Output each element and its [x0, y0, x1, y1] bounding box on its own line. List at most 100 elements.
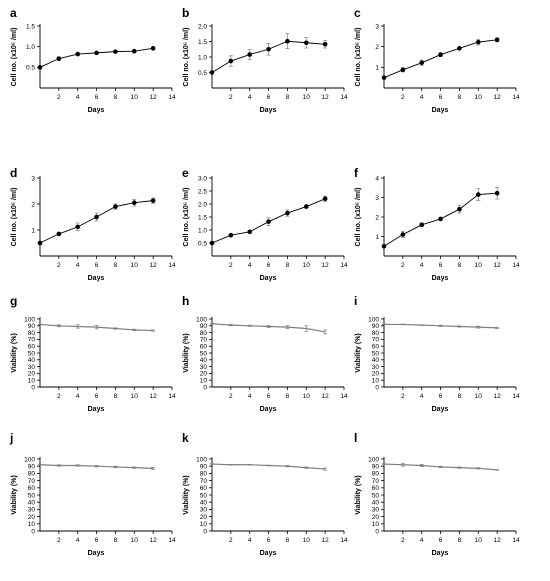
x-tick-label: 4 [76, 262, 80, 269]
data-point [322, 41, 328, 47]
y-tick-label: 0 [203, 528, 207, 535]
error-bar [304, 325, 309, 332]
panel-letter-i: i [354, 294, 357, 308]
y-tick-label: 70 [28, 337, 36, 344]
x-tick-label: 6 [267, 94, 271, 101]
error-bar [94, 465, 99, 468]
data-point [438, 216, 443, 222]
y-tick-label: 60 [372, 344, 380, 351]
y-tick-label: 80 [28, 471, 36, 478]
y-tick-label: 0.5 [198, 70, 207, 77]
error-bar [457, 466, 462, 469]
y-tick-label: 0 [31, 384, 35, 391]
error-bar [38, 323, 42, 326]
x-tick-label: 14 [340, 537, 348, 544]
y-tick-label: 100 [196, 316, 207, 323]
y-tick-label: 20 [28, 371, 36, 378]
x-tick-label: 10 [475, 262, 483, 269]
panel-letter-h: h [182, 294, 189, 308]
x-tick-label: 12 [494, 393, 502, 400]
y-tick-label: 50 [200, 350, 208, 357]
error-bar [438, 324, 443, 327]
y-tick-label: 2 [31, 201, 35, 208]
x-tick-label: 14 [512, 262, 520, 269]
y-axis-title: Cell no. (x10⁶ /ml) [183, 28, 190, 87]
data-point [457, 206, 462, 212]
x-tick-label: 12 [494, 94, 502, 101]
chart-panel-b: b 2 4 6 8 10 12 14 0.5 1.0 1.5 2.0 Days Cell no. (x10… [182, 6, 348, 114]
y-axis-title: Viability (%) [183, 475, 190, 515]
y-tick-label: 80 [200, 471, 208, 478]
data-point [438, 52, 443, 58]
x-tick-label: 14 [168, 537, 176, 544]
x-tick-label: 4 [248, 262, 252, 269]
y-tick-label: 60 [28, 344, 36, 351]
y-tick-label: 30 [200, 507, 208, 514]
data-point [37, 65, 43, 70]
data-point [56, 56, 62, 61]
x-tick-label: 4 [76, 537, 80, 544]
y-tick-label: 70 [28, 478, 36, 485]
error-bar [132, 466, 137, 469]
y-tick-label: 10 [200, 521, 208, 528]
y-tick-label: 10 [200, 378, 208, 385]
y-tick-label: 40 [28, 357, 36, 364]
data-point [400, 232, 406, 237]
data-point [113, 204, 118, 209]
x-tick-label: 10 [475, 537, 483, 544]
y-tick-label: 80 [372, 330, 380, 337]
error-bar [382, 323, 386, 326]
error-bar [113, 465, 118, 468]
x-tick-label: 2 [57, 393, 61, 400]
x-tick-label: 8 [286, 94, 290, 101]
error-bar [228, 324, 233, 327]
x-tick-label: 2 [229, 94, 233, 101]
chart-panel-l: l2 4 6 8 10 12 140102030405060708090100DaysVia… [354, 431, 520, 557]
data-point [494, 190, 500, 196]
x-tick-label: 2 [401, 537, 405, 544]
y-tick-label: 20 [200, 371, 208, 378]
error-bar [210, 463, 214, 465]
y-tick-label: 90 [28, 464, 36, 471]
y-tick-label: 40 [372, 500, 380, 507]
y-axis-title: Cell no. (x10⁶ /ml) [355, 188, 362, 247]
x-axis-title: Days [88, 550, 105, 557]
y-tick-label: 90 [372, 464, 380, 471]
panel-letter-g: g [10, 294, 17, 308]
data-point [400, 67, 406, 73]
x-tick-label: 12 [150, 393, 158, 400]
x-tick-label: 6 [267, 262, 271, 269]
y-tick-label: 50 [200, 492, 208, 499]
error-bar [323, 329, 328, 335]
error-bar [113, 327, 118, 330]
y-tick-label: 3 [375, 23, 379, 30]
chart-panel-g: g2 4 6 8 10 12 140102030405060708090100DaysVia… [10, 294, 176, 413]
y-axis-title: Viability (%) [11, 475, 18, 515]
x-axis-title: Days [260, 107, 277, 114]
y-tick-label: 80 [28, 330, 36, 337]
series-line [39, 200, 154, 244]
y-tick-label: 30 [372, 364, 380, 371]
error-bar [382, 463, 386, 465]
error-bar [400, 462, 405, 467]
data-point [457, 46, 462, 51]
error-bar [476, 325, 481, 329]
x-tick-label: 10 [131, 393, 139, 400]
y-axis-title: Viability (%) [11, 333, 18, 373]
data-point [37, 240, 43, 246]
y-tick-label: 60 [200, 485, 208, 492]
x-tick-label: 2 [57, 262, 61, 269]
y-tick-label: 0 [375, 528, 379, 535]
x-tick-label: 4 [76, 393, 80, 400]
error-bar [210, 323, 214, 325]
data-point [131, 200, 137, 205]
x-tick-label: 10 [303, 393, 311, 400]
x-axis-title: Days [432, 275, 449, 282]
y-tick-label: 1 [375, 65, 379, 72]
x-tick-label: 12 [322, 262, 330, 269]
x-axis-title: Days [260, 406, 277, 413]
y-tick-label: 100 [368, 316, 379, 323]
x-tick-label: 4 [420, 262, 424, 269]
error-bar [56, 324, 61, 328]
y-tick-label: 40 [200, 357, 208, 364]
